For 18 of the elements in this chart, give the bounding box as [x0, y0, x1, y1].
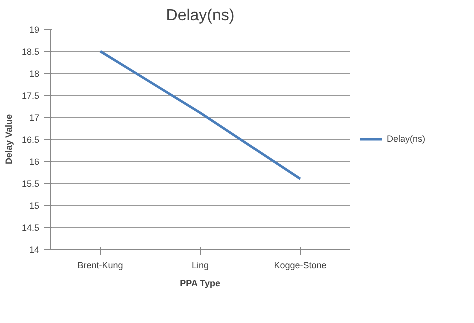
- x-axis-title: PPA Type: [180, 278, 221, 288]
- x-tick-label: Ling: [192, 260, 210, 270]
- y-tick-label: 15: [29, 201, 40, 211]
- chart-title: Delay(ns): [166, 8, 235, 24]
- y-tick-label: 19: [29, 25, 40, 35]
- y-tick-label: 17.5: [22, 91, 40, 101]
- y-tick-label: 18: [29, 69, 40, 79]
- y-tick-label: 16.5: [22, 135, 40, 145]
- legend-label: Delay(ns): [387, 134, 426, 144]
- y-tick-label: 14.5: [22, 223, 40, 233]
- y-tick-label: 15.5: [22, 179, 40, 189]
- y-tick-label: 18.5: [22, 47, 40, 57]
- y-tick-label: 16: [29, 157, 40, 167]
- x-tick-label: Brent-Kung: [78, 260, 124, 270]
- y-axis-title: Delay Value: [4, 114, 14, 165]
- y-tick-label: 14: [29, 245, 40, 255]
- y-tick-label: 17: [29, 113, 40, 123]
- x-tick-label: Kogge-Stone: [274, 260, 327, 270]
